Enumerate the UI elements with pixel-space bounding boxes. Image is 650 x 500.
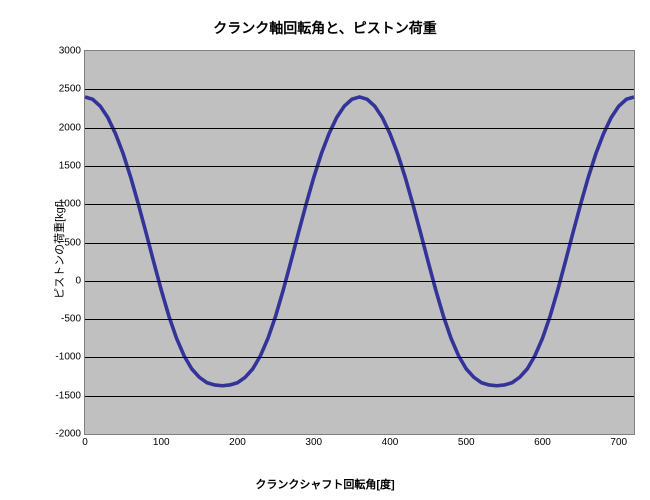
- gridline-h: [85, 128, 634, 129]
- plot-area: -2000-1500-1000-500050010001500200025003…: [84, 50, 635, 435]
- y-tick-label: -2000: [55, 429, 81, 440]
- plot-wrapper: -2000-1500-1000-500050010001500200025003…: [52, 50, 635, 455]
- gridline-h: [85, 204, 634, 205]
- x-tick-label: 600: [534, 437, 551, 448]
- y-tick-label: -500: [61, 314, 81, 325]
- x-tick-label: 400: [382, 437, 399, 448]
- x-axis-label: クランクシャフト回転角[度]: [255, 476, 394, 492]
- y-tick-label: -1000: [55, 352, 81, 363]
- x-tick-label: 300: [305, 437, 322, 448]
- gridline-h: [85, 396, 634, 397]
- gridline-h: [85, 319, 634, 320]
- gridline-h: [85, 357, 634, 358]
- gridline-h: [85, 89, 634, 90]
- x-tick-label: 700: [610, 437, 627, 448]
- x-tick-label: 100: [153, 437, 170, 448]
- x-tick-label: 500: [458, 437, 475, 448]
- chart-container: クランク軸回転角と、ピストン荷重 ピストンの荷重[kgf] -2000-1500…: [0, 0, 650, 500]
- y-tick-label: -1500: [55, 390, 81, 401]
- y-tick-label: 1500: [59, 160, 81, 171]
- gridline-h: [85, 166, 634, 167]
- y-tick-label: 3000: [59, 46, 81, 57]
- chart-title: クランク軸回転角と、ピストン荷重: [0, 0, 650, 48]
- y-tick-label: 2500: [59, 84, 81, 95]
- y-tick-label: 2000: [59, 122, 81, 133]
- gridline-h: [85, 243, 634, 244]
- x-tick-label: 0: [82, 437, 88, 448]
- y-tick-label: 500: [64, 237, 81, 248]
- gridline-h: [85, 281, 634, 282]
- y-tick-label: 1000: [59, 199, 81, 210]
- y-tick-label: 0: [75, 275, 81, 286]
- x-tick-label: 200: [229, 437, 246, 448]
